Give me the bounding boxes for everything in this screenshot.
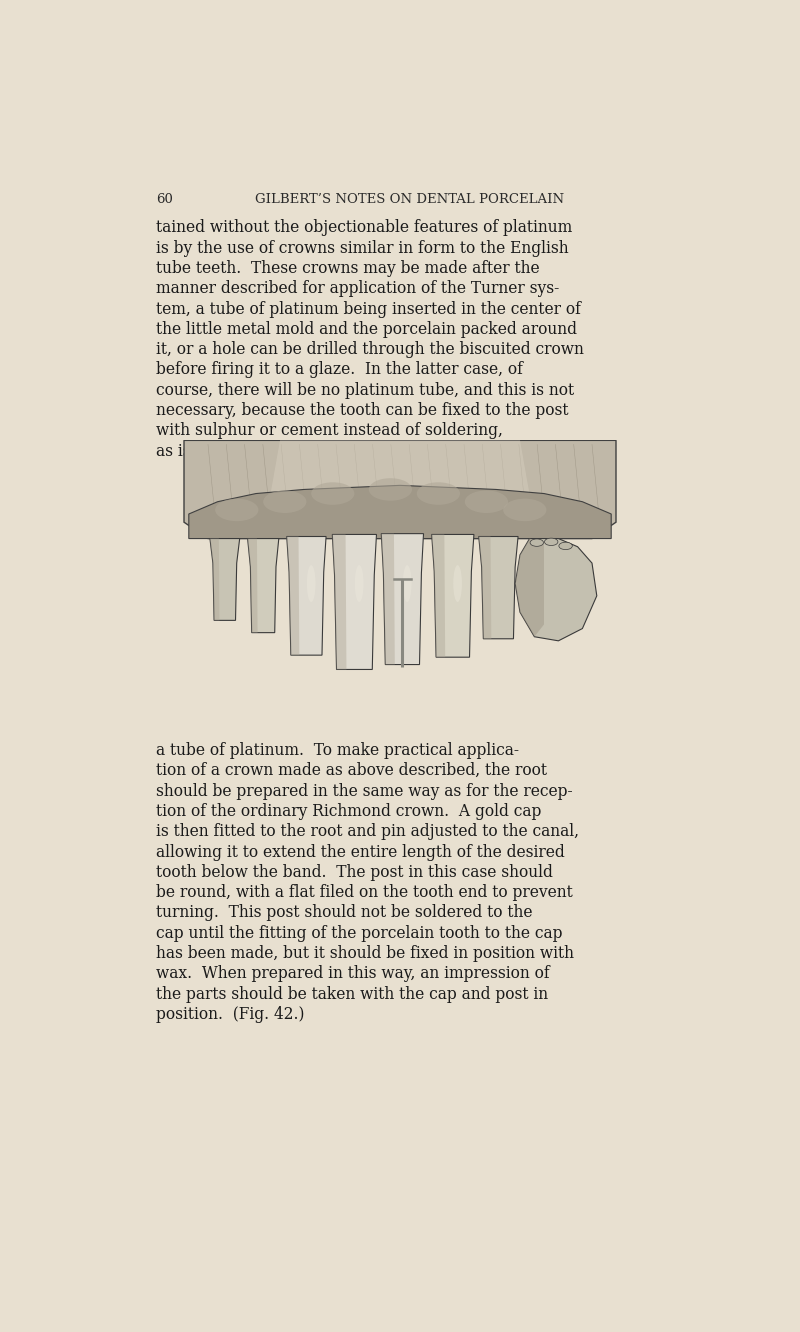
Polygon shape xyxy=(382,534,394,665)
Ellipse shape xyxy=(369,478,412,501)
Polygon shape xyxy=(210,538,219,621)
Polygon shape xyxy=(515,538,544,637)
Text: the little metal mold and the porcelain packed around: the little metal mold and the porcelain … xyxy=(156,321,577,338)
Polygon shape xyxy=(432,534,445,657)
Text: as is sometimes done with the teeth provided with: as is sometimes done with the teeth prov… xyxy=(156,442,549,460)
Polygon shape xyxy=(478,537,518,639)
Polygon shape xyxy=(478,537,491,639)
Text: a tube of platinum.  To make practical applica-: a tube of platinum. To make practical ap… xyxy=(156,742,518,759)
Text: has been made, but it should be fixed in position with: has been made, but it should be fixed in… xyxy=(156,946,574,962)
Ellipse shape xyxy=(215,498,258,521)
Ellipse shape xyxy=(545,538,558,546)
Text: GILBERT’S NOTES ON DENTAL PORCELAIN: GILBERT’S NOTES ON DENTAL PORCELAIN xyxy=(255,193,565,205)
Text: tion of the ordinary Richmond crown.  A gold cap: tion of the ordinary Richmond crown. A g… xyxy=(156,803,541,821)
Polygon shape xyxy=(382,534,423,665)
Polygon shape xyxy=(332,534,377,670)
Text: wax.  When prepared in this way, an impression of: wax. When prepared in this way, an impre… xyxy=(156,966,550,983)
Ellipse shape xyxy=(355,565,363,602)
Text: tube teeth.  These crowns may be made after the: tube teeth. These crowns may be made aft… xyxy=(156,260,539,277)
Text: is then fitted to the root and pin adjusted to the canal,: is then fitted to the root and pin adjus… xyxy=(156,823,578,840)
Ellipse shape xyxy=(454,565,462,602)
Ellipse shape xyxy=(559,542,572,550)
Polygon shape xyxy=(266,441,534,522)
Ellipse shape xyxy=(503,498,546,521)
Polygon shape xyxy=(332,534,346,670)
Text: should be prepared in the same way as for the recep-: should be prepared in the same way as fo… xyxy=(156,783,573,799)
Text: manner described for application of the Turner sys-: manner described for application of the … xyxy=(156,280,559,297)
Ellipse shape xyxy=(263,490,306,513)
Ellipse shape xyxy=(403,565,411,602)
Polygon shape xyxy=(189,485,611,538)
Polygon shape xyxy=(286,537,299,655)
Polygon shape xyxy=(210,538,240,621)
Text: position.  (Fig. 42.): position. (Fig. 42.) xyxy=(156,1006,304,1023)
Text: turning.  This post should not be soldered to the: turning. This post should not be soldere… xyxy=(156,904,532,922)
Text: Fig. 42: Fig. 42 xyxy=(386,484,434,498)
Text: cap until the fitting of the porcelain tooth to the cap: cap until the fitting of the porcelain t… xyxy=(156,924,562,942)
Polygon shape xyxy=(286,537,326,655)
Polygon shape xyxy=(184,441,616,538)
Ellipse shape xyxy=(530,539,543,546)
Text: allowing it to extend the entire length of the desired: allowing it to extend the entire length … xyxy=(156,843,565,860)
Text: tooth below the band.  The post in this case should: tooth below the band. The post in this c… xyxy=(156,864,553,880)
Text: 60: 60 xyxy=(156,193,173,205)
Ellipse shape xyxy=(307,565,315,602)
Ellipse shape xyxy=(311,482,354,505)
Text: with sulphur or cement instead of soldering,: with sulphur or cement instead of solder… xyxy=(156,422,502,440)
Text: the parts should be taken with the cap and post in: the parts should be taken with the cap a… xyxy=(156,986,548,1003)
Text: tion of a crown made as above described, the root: tion of a crown made as above described,… xyxy=(156,762,547,779)
Text: be round, with a flat filed on the tooth end to prevent: be round, with a flat filed on the tooth… xyxy=(156,884,573,902)
Ellipse shape xyxy=(417,482,460,505)
Text: it, or a hole can be drilled through the biscuited crown: it, or a hole can be drilled through the… xyxy=(156,341,584,358)
Text: is by the use of crowns similar in form to the English: is by the use of crowns similar in form … xyxy=(156,240,569,257)
Text: before firing it to a glaze.  In the latter case, of: before firing it to a glaze. In the latt… xyxy=(156,361,522,378)
Text: course, there will be no platinum tube, and this is not: course, there will be no platinum tube, … xyxy=(156,382,574,398)
Ellipse shape xyxy=(465,490,508,513)
Text: tained without the objectionable features of platinum: tained without the objectionable feature… xyxy=(156,220,572,236)
Polygon shape xyxy=(248,538,258,633)
Text: tem, a tube of platinum being inserted in the center of: tem, a tube of platinum being inserted i… xyxy=(156,301,581,317)
Text: necessary, because the tooth can be fixed to the post: necessary, because the tooth can be fixe… xyxy=(156,402,568,420)
Polygon shape xyxy=(432,534,474,657)
Polygon shape xyxy=(515,538,597,641)
Polygon shape xyxy=(248,538,279,633)
